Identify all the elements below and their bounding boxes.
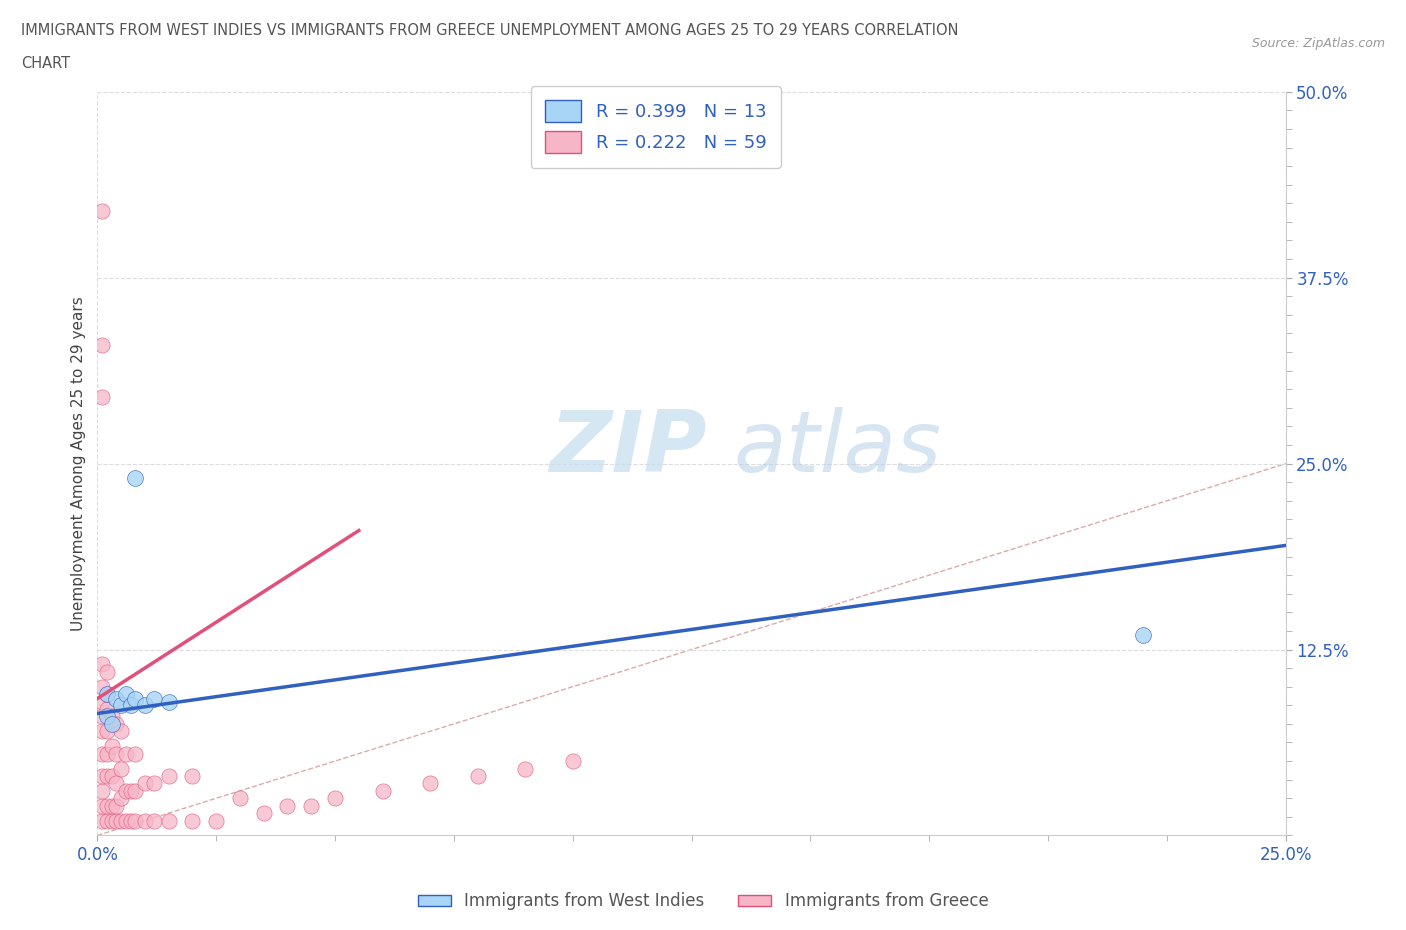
Point <box>100 768 122 783</box>
Point <box>115 686 138 701</box>
Point <box>299 798 322 813</box>
Point <box>110 698 132 712</box>
Point <box>120 783 142 798</box>
Point <box>134 698 156 712</box>
Point <box>91 813 114 828</box>
Point <box>91 709 114 724</box>
Point <box>143 776 166 790</box>
Text: IMMIGRANTS FROM WEST INDIES VS IMMIGRANTS FROM GREECE UNEMPLOYMENT AMONG AGES 25: IMMIGRANTS FROM WEST INDIES VS IMMIGRANT… <box>21 23 959 38</box>
Point <box>105 716 128 731</box>
Point <box>105 776 128 790</box>
Legend: R = 0.399   N = 13, R = 0.222   N = 59: R = 0.399 N = 13, R = 0.222 N = 59 <box>531 86 780 168</box>
Point <box>124 746 146 761</box>
Point <box>91 783 114 798</box>
Point <box>229 790 252 805</box>
Point <box>105 813 128 828</box>
Point <box>515 761 537 776</box>
Point <box>124 691 146 706</box>
Point <box>110 790 132 805</box>
Point <box>124 783 146 798</box>
Point <box>467 768 489 783</box>
Point <box>91 679 114 694</box>
Point <box>276 798 298 813</box>
Point <box>91 390 114 405</box>
Point <box>96 768 118 783</box>
Point <box>91 338 114 352</box>
Point <box>181 813 204 828</box>
Point <box>419 776 441 790</box>
Text: ZIP: ZIP <box>548 407 707 490</box>
Y-axis label: Unemployment Among Ages 25 to 29 years: Unemployment Among Ages 25 to 29 years <box>72 297 86 631</box>
Point <box>181 768 204 783</box>
Point <box>110 761 132 776</box>
Point <box>100 738 122 753</box>
Point <box>91 657 114 671</box>
Point <box>157 813 180 828</box>
Point <box>561 753 583 768</box>
Point <box>115 783 138 798</box>
Point <box>110 724 132 738</box>
Point <box>91 746 114 761</box>
Point <box>143 691 166 706</box>
Point <box>205 813 228 828</box>
Point <box>124 813 146 828</box>
Text: CHART: CHART <box>21 56 70 71</box>
Point <box>120 813 142 828</box>
Point <box>105 798 128 813</box>
Point <box>91 724 114 738</box>
Point <box>157 768 180 783</box>
Point <box>96 686 118 701</box>
Point <box>100 709 122 724</box>
Point <box>253 805 276 820</box>
Point <box>323 790 346 805</box>
Point <box>371 783 394 798</box>
Point <box>96 701 118 716</box>
Point <box>91 768 114 783</box>
Point <box>91 798 114 813</box>
Legend: Immigrants from West Indies, Immigrants from Greece: Immigrants from West Indies, Immigrants … <box>411 885 995 917</box>
Text: Source: ZipAtlas.com: Source: ZipAtlas.com <box>1251 37 1385 50</box>
Point <box>115 813 138 828</box>
Point <box>96 686 118 701</box>
Point <box>96 813 118 828</box>
Point <box>105 746 128 761</box>
Text: atlas: atlas <box>733 407 941 490</box>
Point <box>100 813 122 828</box>
Point <box>96 664 118 679</box>
Point <box>124 471 146 485</box>
Point <box>96 746 118 761</box>
Point <box>1132 627 1154 642</box>
Point <box>143 813 166 828</box>
Point <box>157 694 180 709</box>
Point <box>100 716 122 731</box>
Point <box>115 746 138 761</box>
Point <box>134 813 156 828</box>
Point <box>120 698 142 712</box>
Point <box>105 691 128 706</box>
Point <box>134 776 156 790</box>
Point <box>110 813 132 828</box>
Point <box>91 204 114 219</box>
Point <box>96 798 118 813</box>
Point <box>100 798 122 813</box>
Point <box>96 709 118 724</box>
Point <box>91 694 114 709</box>
Point <box>96 724 118 738</box>
